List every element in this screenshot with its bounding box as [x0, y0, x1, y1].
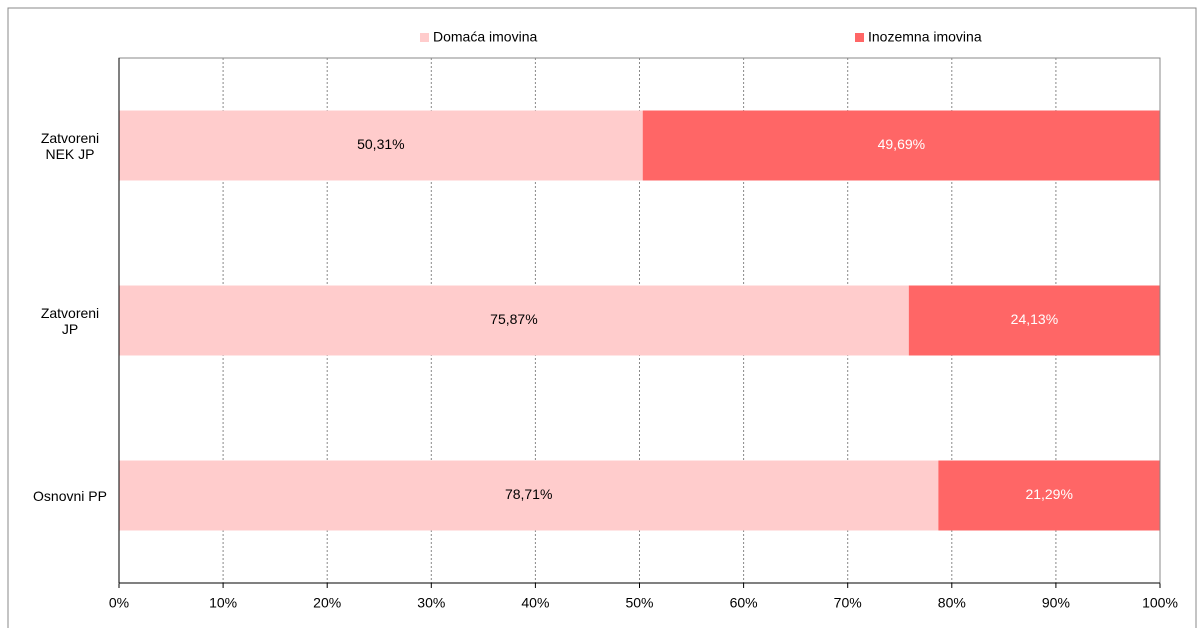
- y-tick-label: Zatvoreni JP: [40, 304, 100, 337]
- y-tick-label: Osnovni PP: [33, 487, 107, 504]
- value-label: 24,13%: [1011, 311, 1058, 327]
- x-tick-label: 90%: [1042, 595, 1070, 611]
- x-tick-label: 70%: [834, 595, 862, 611]
- x-tick-label: 80%: [938, 595, 966, 611]
- y-tick-label: Zatvoreni NEK JP: [40, 129, 100, 162]
- value-label: 75,87%: [490, 311, 537, 327]
- legend-swatch: [420, 33, 429, 42]
- x-tick-label: 50%: [625, 595, 653, 611]
- legend-label: Domaća imovina: [433, 29, 537, 45]
- x-tick-label: 60%: [730, 595, 758, 611]
- x-tick-label: 100%: [1142, 595, 1178, 611]
- x-tick-label: 0%: [109, 595, 129, 611]
- value-label: 50,31%: [357, 136, 404, 152]
- bar-segment: [642, 110, 1160, 181]
- bar-segment: [908, 285, 1160, 356]
- value-label: 21,29%: [1025, 486, 1072, 502]
- value-label: 49,69%: [878, 136, 925, 152]
- x-tick-label: 10%: [209, 595, 237, 611]
- bar-segment: [119, 285, 909, 356]
- bar-segment: [119, 460, 939, 531]
- frame: [7, 7, 1197, 628]
- bar-segment: [938, 460, 1160, 531]
- legend-label: Inozemna imovina: [868, 29, 982, 45]
- legend-swatch: [855, 33, 864, 42]
- x-tick-label: 40%: [521, 595, 549, 611]
- x-tick-label: 30%: [417, 595, 445, 611]
- x-tick-label: 20%: [313, 595, 341, 611]
- value-label: 78,71%: [505, 486, 552, 502]
- bar-segment: [119, 110, 643, 181]
